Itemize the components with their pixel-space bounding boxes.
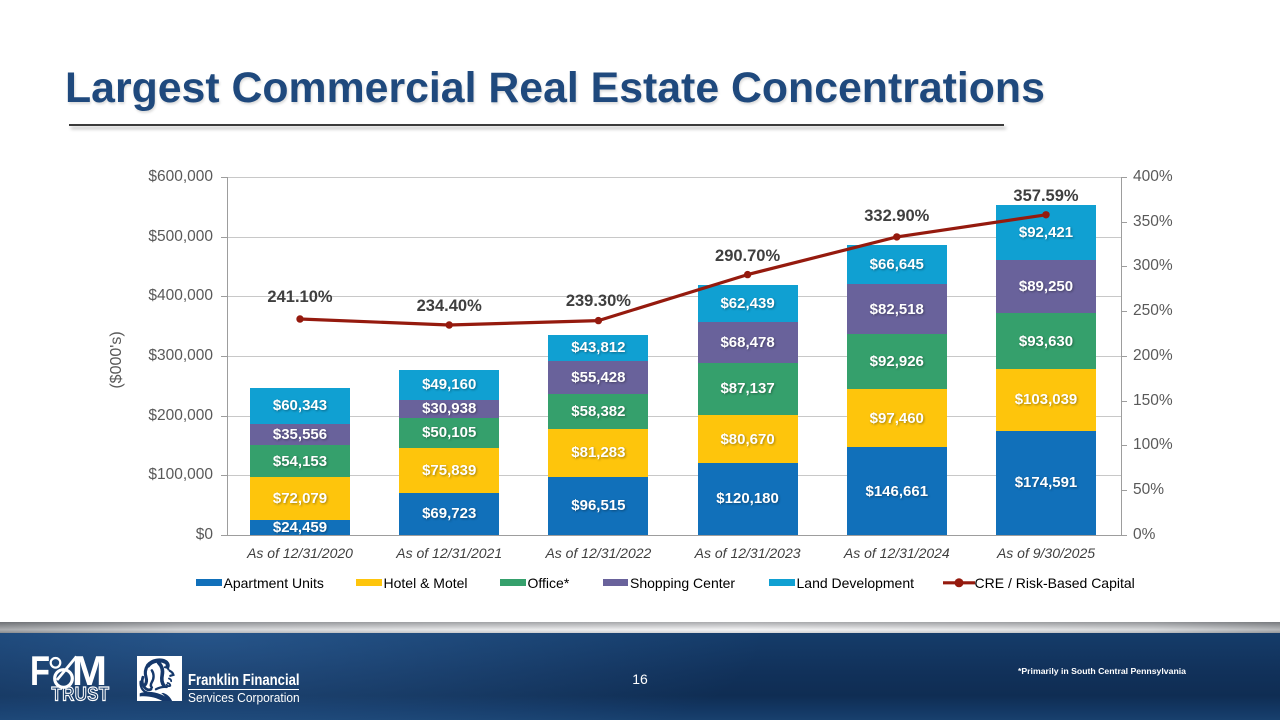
svg-text:M: M (72, 650, 107, 694)
svg-text:F: F (30, 650, 50, 694)
svg-text:TRUST: TRUST (52, 683, 110, 704)
